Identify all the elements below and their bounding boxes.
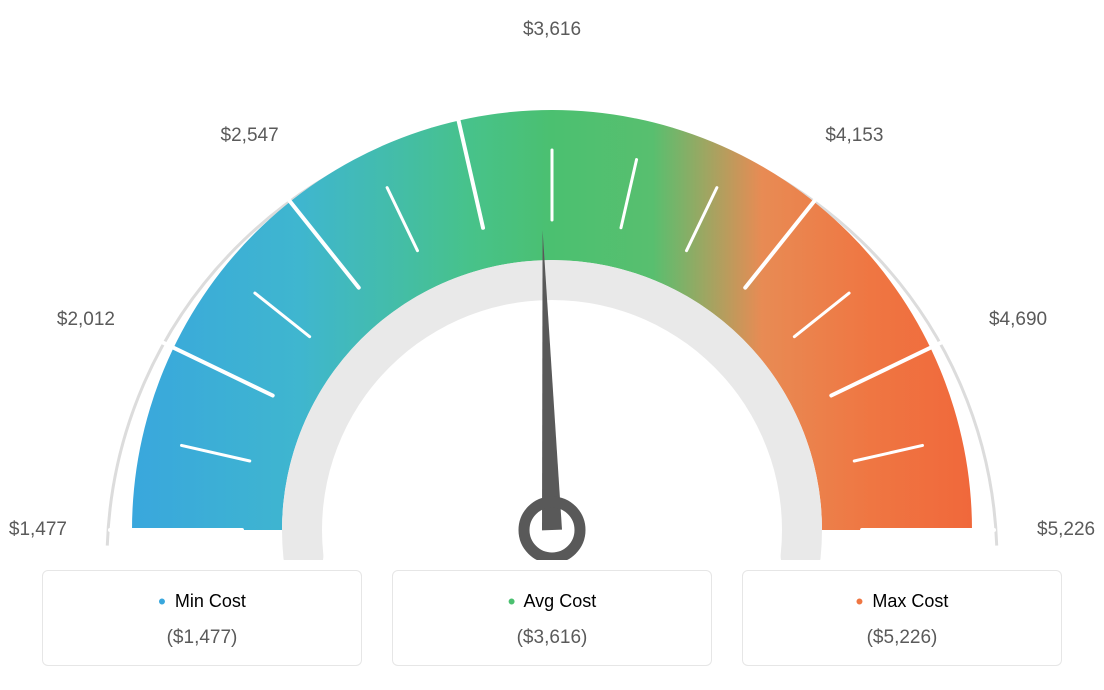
gauge-tick-label: $3,616 (523, 19, 581, 41)
bullet-icon: • (508, 589, 516, 614)
bullet-icon: • (158, 589, 166, 614)
legend-card-max: • Max Cost ($5,226) (742, 570, 1062, 666)
legend-max-value: ($5,226) (753, 627, 1051, 649)
legend-card-min: • Min Cost ($1,477) (42, 570, 362, 666)
legend-min-title: • Min Cost (53, 589, 351, 615)
legend-avg-value: ($3,616) (403, 627, 701, 649)
gauge-tick-label: $1,477 (9, 519, 67, 541)
legend-min-value: ($1,477) (53, 627, 351, 649)
legend-max-title: • Max Cost (753, 589, 1051, 615)
gauge-svg (0, 0, 1104, 560)
gauge-tick-label: $4,690 (989, 309, 1047, 331)
bullet-icon: • (856, 589, 864, 614)
gauge-tick-label: $2,012 (57, 309, 115, 331)
legend-min-label: Min Cost (175, 591, 246, 611)
legend-avg-label: Avg Cost (524, 591, 597, 611)
legend-max-label: Max Cost (872, 591, 948, 611)
gauge-tick-label: $5,226 (1037, 519, 1095, 541)
cost-gauge-infographic: $1,477 $2,012 $2,547 $3,616 $4,153 $4,690 $5,2… (0, 0, 1104, 690)
legend-card-avg: • Avg Cost ($3,616) (392, 570, 712, 666)
gauge-area: $1,477 $2,012 $2,547 $3,616 $4,153 $4,690 $5,2… (0, 0, 1104, 560)
legend-row: • Min Cost ($1,477) • Avg Cost ($3,616) … (42, 570, 1062, 666)
gauge-tick-label: $2,547 (221, 125, 279, 147)
legend-avg-title: • Avg Cost (403, 589, 701, 615)
gauge-tick-label: $4,153 (825, 125, 883, 147)
